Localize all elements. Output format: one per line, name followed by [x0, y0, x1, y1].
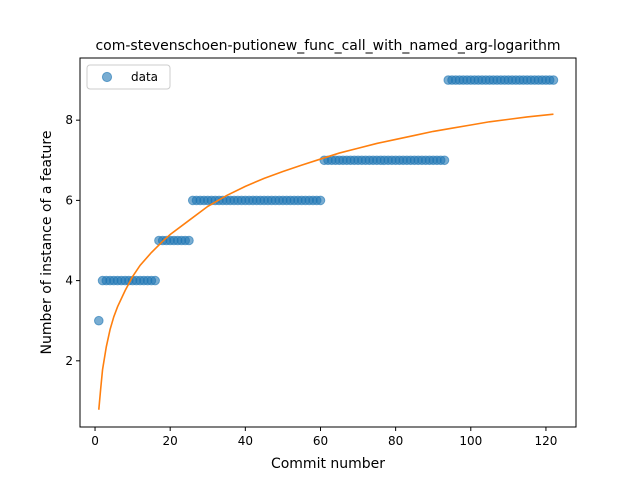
x-tick-label: 60: [313, 434, 328, 448]
data-point: [93, 315, 104, 326]
data-point: [150, 275, 160, 286]
x-tick-label: 100: [459, 434, 482, 448]
chart-title: com-stevenschoen-putionew_func_call_with…: [95, 38, 560, 54]
data-point: [315, 195, 326, 206]
x-tick-label: 40: [238, 434, 253, 448]
x-axis-label: Commit number: [271, 456, 385, 472]
x-tick-label: 120: [534, 434, 557, 448]
y-tick-label: 6: [65, 193, 73, 207]
y-tick-label: 2: [65, 354, 73, 368]
data-point: [184, 235, 194, 246]
legend: data: [86, 64, 171, 90]
x-tick-label: 0: [91, 434, 99, 448]
legend-box: [86, 64, 171, 90]
y-tick-label: 8: [65, 113, 73, 127]
fit-line: [97, 113, 554, 410]
axes-frame: [79, 57, 577, 428]
data-point: [548, 75, 559, 85]
plot-area: [93, 75, 559, 410]
y-tick-label: 4: [65, 274, 73, 288]
legend-label: data: [131, 70, 158, 84]
axis-ticks: 0 20 40 60 80 100 120 2 4 6 8: [65, 113, 557, 448]
legend-marker: [101, 71, 113, 83]
x-tick-label: 20: [163, 434, 178, 448]
data-point: [439, 155, 450, 166]
y-axis-label: Number of instance of a feature: [39, 131, 55, 355]
x-tick-label: 80: [388, 434, 403, 448]
